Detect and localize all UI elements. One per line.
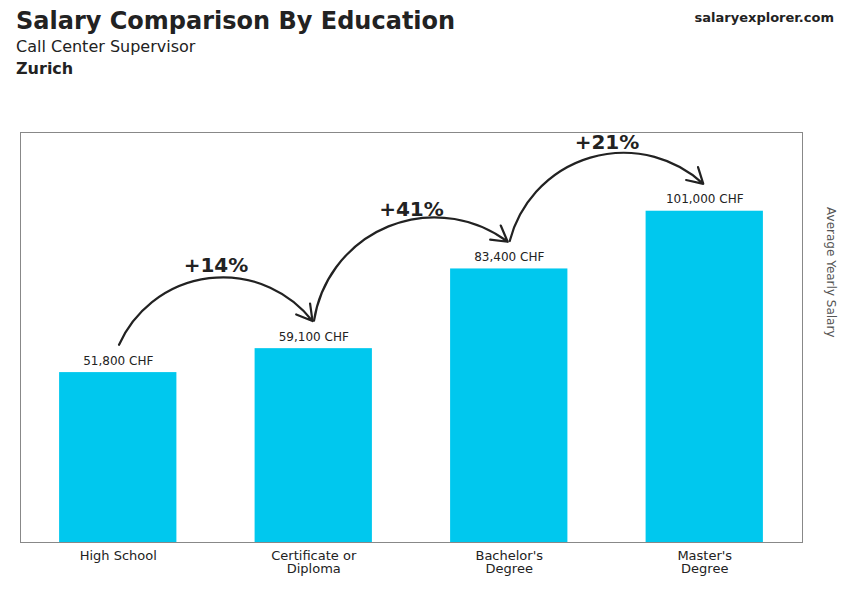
svg-text:+21%: +21% bbox=[575, 130, 640, 154]
svg-text:101,000 CHF: 101,000 CHF bbox=[666, 192, 744, 206]
svg-text:High School: High School bbox=[80, 548, 157, 563]
html-text:Salary Comparison By Education: Salary Comparison By Education bbox=[16, 7, 456, 35]
svg-text:+41%: +41% bbox=[379, 197, 444, 221]
svg-text:Average Yearly Salary: Average Yearly Salary bbox=[824, 207, 838, 337]
svg-text:59,100 CHF: 59,100 CHF bbox=[279, 330, 349, 344]
svg-text:+14%: +14% bbox=[184, 253, 249, 277]
html-text:salaryexplorer.com: salaryexplorer.com bbox=[694, 10, 834, 25]
svg-text:Bachelor'sDegree: Bachelor'sDegree bbox=[475, 548, 543, 576]
svg-text:Certificate orDiploma: Certificate orDiploma bbox=[271, 548, 357, 576]
html-text:Call Center Supervisor: Call Center Supervisor bbox=[16, 37, 196, 56]
html-text:Zurich: Zurich bbox=[16, 59, 74, 78]
svg-text:51,800 CHF: 51,800 CHF bbox=[83, 354, 153, 368]
svg-text:83,400 CHF: 83,400 CHF bbox=[474, 250, 544, 264]
svg-text:Master'sDegree: Master'sDegree bbox=[677, 548, 732, 576]
